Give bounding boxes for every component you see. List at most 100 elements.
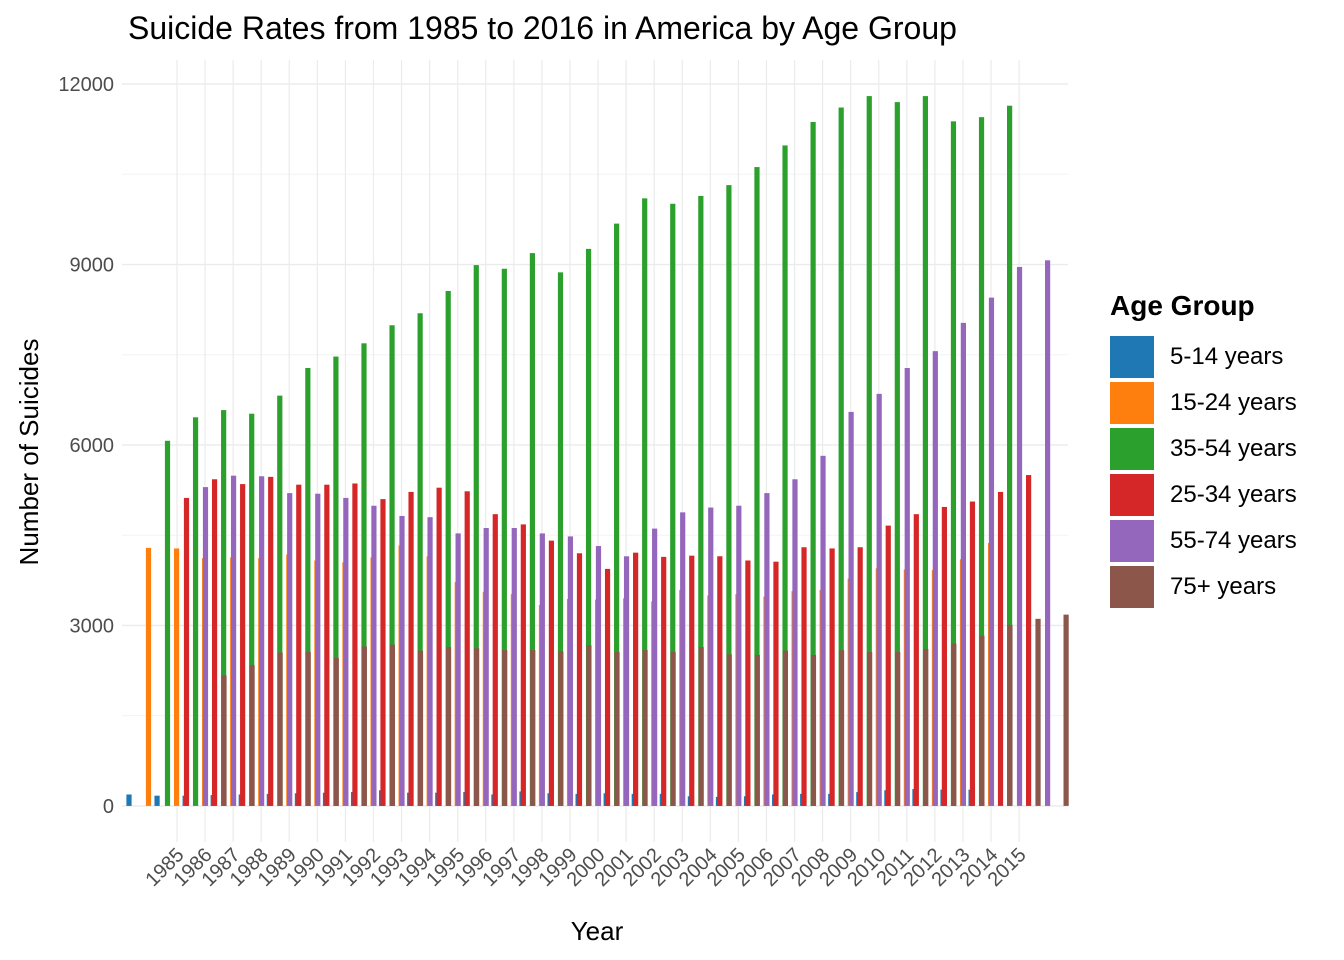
bar-55-74-years-2000 bbox=[623, 556, 630, 806]
bar-35-54-years-2014 bbox=[978, 117, 985, 806]
bar-55-74-years-1997 bbox=[539, 533, 545, 806]
legend-label: 55-74 years bbox=[1170, 527, 1297, 554]
y-axis-ticks: 0 3000 6000 9000 12000 bbox=[58, 74, 114, 818]
bar-55-74-years-1990 bbox=[343, 497, 349, 806]
bar-55-74-years-1985 bbox=[202, 487, 209, 806]
bar-55-74-years-2006 bbox=[792, 479, 798, 806]
bar-55-74-years-1999 bbox=[595, 546, 602, 806]
bar-25-34-years-2013 bbox=[969, 501, 976, 806]
bar-75+-years-1988 bbox=[305, 651, 311, 806]
bar-25-34-years-2002 bbox=[661, 556, 667, 806]
bar-5-14-years-1986 bbox=[154, 795, 160, 806]
bar-25-34-years-2010 bbox=[885, 525, 891, 806]
legend-swatch bbox=[1110, 382, 1154, 424]
bar-25-34-years-2007 bbox=[801, 547, 807, 806]
bar-35-54-years-2015 bbox=[1007, 105, 1013, 806]
bar-75+-years-2008 bbox=[867, 651, 873, 806]
bar-25-34-years-1987 bbox=[240, 484, 246, 806]
bar-35-54-years-2006 bbox=[754, 167, 760, 806]
bar-55-74-years-2009 bbox=[876, 393, 882, 806]
bar-35-54-years-1987 bbox=[221, 410, 227, 806]
bar-55-74-years-2005 bbox=[764, 493, 770, 806]
bar-75+-years-2013 bbox=[1007, 624, 1013, 806]
bar-75+-years-1992 bbox=[417, 650, 424, 806]
legend-item: 35-54 years bbox=[1110, 426, 1297, 472]
y-tick-label: 6000 bbox=[70, 435, 115, 457]
legend-label: 35-54 years bbox=[1170, 435, 1297, 462]
bar-25-34-years-1985 bbox=[183, 497, 190, 806]
bar-35-54-years-2010 bbox=[866, 96, 872, 806]
bar-25-34-years-1989 bbox=[296, 484, 302, 806]
bar-15-24-years-1986 bbox=[173, 548, 180, 806]
bar-75+-years-1989 bbox=[333, 657, 339, 806]
bar-25-34-years-1998 bbox=[548, 540, 555, 806]
bar-35-54-years-2011 bbox=[894, 102, 900, 806]
bar-35-54-years-1988 bbox=[249, 413, 255, 806]
bar-75+-years-1999 bbox=[614, 651, 620, 806]
bar-35-54-years-2002 bbox=[642, 198, 648, 806]
bar-55-74-years-2012 bbox=[960, 322, 966, 806]
bar-75+-years-2002 bbox=[698, 647, 704, 806]
bar-25-34-years-1986 bbox=[211, 479, 218, 806]
legend-items: 5-14 years 15-24 years 35-54 years 25-34 ye… bbox=[1110, 334, 1297, 610]
bar-55-74-years-1987 bbox=[259, 476, 265, 806]
bar-55-74-years-1989 bbox=[315, 493, 321, 806]
bar-5-14-years-1985 bbox=[126, 794, 132, 806]
bar-25-34-years-1990 bbox=[324, 484, 330, 806]
bars bbox=[126, 96, 1069, 806]
bar-25-34-years-1996 bbox=[492, 514, 498, 806]
bar-75+-years-1991 bbox=[389, 644, 396, 806]
y-tick-label: 12000 bbox=[58, 74, 114, 96]
bar-25-34-years-1995 bbox=[464, 491, 470, 806]
bar-35-54-years-2004 bbox=[698, 195, 704, 806]
bar-75+-years-2014 bbox=[1035, 618, 1041, 806]
bar-75+-years-1998 bbox=[586, 645, 592, 806]
bar-35-54-years-1990 bbox=[305, 367, 311, 806]
bar-75+-years-1990 bbox=[361, 646, 367, 806]
y-axis-label: Number of Suicides bbox=[14, 339, 44, 566]
bar-25-34-years-2003 bbox=[689, 555, 695, 806]
bar-35-54-years-1989 bbox=[277, 395, 283, 806]
bar-25-34-years-2009 bbox=[857, 547, 863, 806]
bar-35-54-years-2009 bbox=[838, 107, 844, 806]
legend-item: 5-14 years bbox=[1110, 334, 1297, 380]
bar-55-74-years-1986 bbox=[230, 475, 237, 806]
bar-25-34-years-2012 bbox=[941, 506, 947, 806]
bar-75+-years-2003 bbox=[726, 654, 732, 806]
bar-75+-years-1994 bbox=[474, 648, 480, 806]
bar-75+-years-1993 bbox=[445, 647, 452, 806]
bar-75+-years-1996 bbox=[530, 650, 536, 806]
bar-35-54-years-2001 bbox=[614, 223, 620, 806]
y-tick-label: 3000 bbox=[70, 615, 115, 637]
bar-35-54-years-1998 bbox=[529, 253, 536, 806]
legend-swatch bbox=[1110, 428, 1154, 470]
bar-75+-years-1995 bbox=[502, 650, 508, 806]
bar-75+-years-2005 bbox=[782, 650, 788, 806]
bar-75+-years-2015 bbox=[1063, 614, 1069, 806]
legend-title: Age Group bbox=[1110, 290, 1255, 321]
bar-55-74-years-2008 bbox=[848, 411, 854, 806]
bar-55-74-years-2002 bbox=[680, 512, 686, 806]
y-tick-label: 0 bbox=[103, 796, 114, 818]
bar-25-34-years-1994 bbox=[436, 487, 442, 806]
bar-25-34-years-2015 bbox=[1026, 475, 1032, 806]
bar-15-24-years-1985 bbox=[145, 547, 152, 806]
legend-item: 55-74 years bbox=[1110, 518, 1297, 564]
legend-item: 25-34 years bbox=[1110, 472, 1297, 518]
bar-55-74-years-2007 bbox=[820, 455, 826, 806]
bar-35-54-years-2003 bbox=[670, 203, 676, 806]
bar-55-74-years-2003 bbox=[708, 507, 714, 806]
bar-55-74-years-2001 bbox=[652, 528, 658, 806]
bar-55-74-years-1993 bbox=[427, 517, 433, 806]
bar-55-74-years-1995 bbox=[483, 527, 489, 806]
bar-75+-years-2007 bbox=[838, 650, 845, 806]
bar-35-54-years-2007 bbox=[782, 145, 788, 806]
bar-75+-years-1985 bbox=[221, 675, 227, 806]
legend-label: 25-34 years bbox=[1170, 481, 1297, 508]
bar-25-34-years-1999 bbox=[576, 553, 583, 806]
bar-25-34-years-2004 bbox=[717, 556, 723, 806]
bar-35-54-years-2012 bbox=[922, 96, 928, 806]
bar-55-74-years-2013 bbox=[988, 297, 995, 806]
bar-35-54-years-1985 bbox=[164, 440, 171, 806]
